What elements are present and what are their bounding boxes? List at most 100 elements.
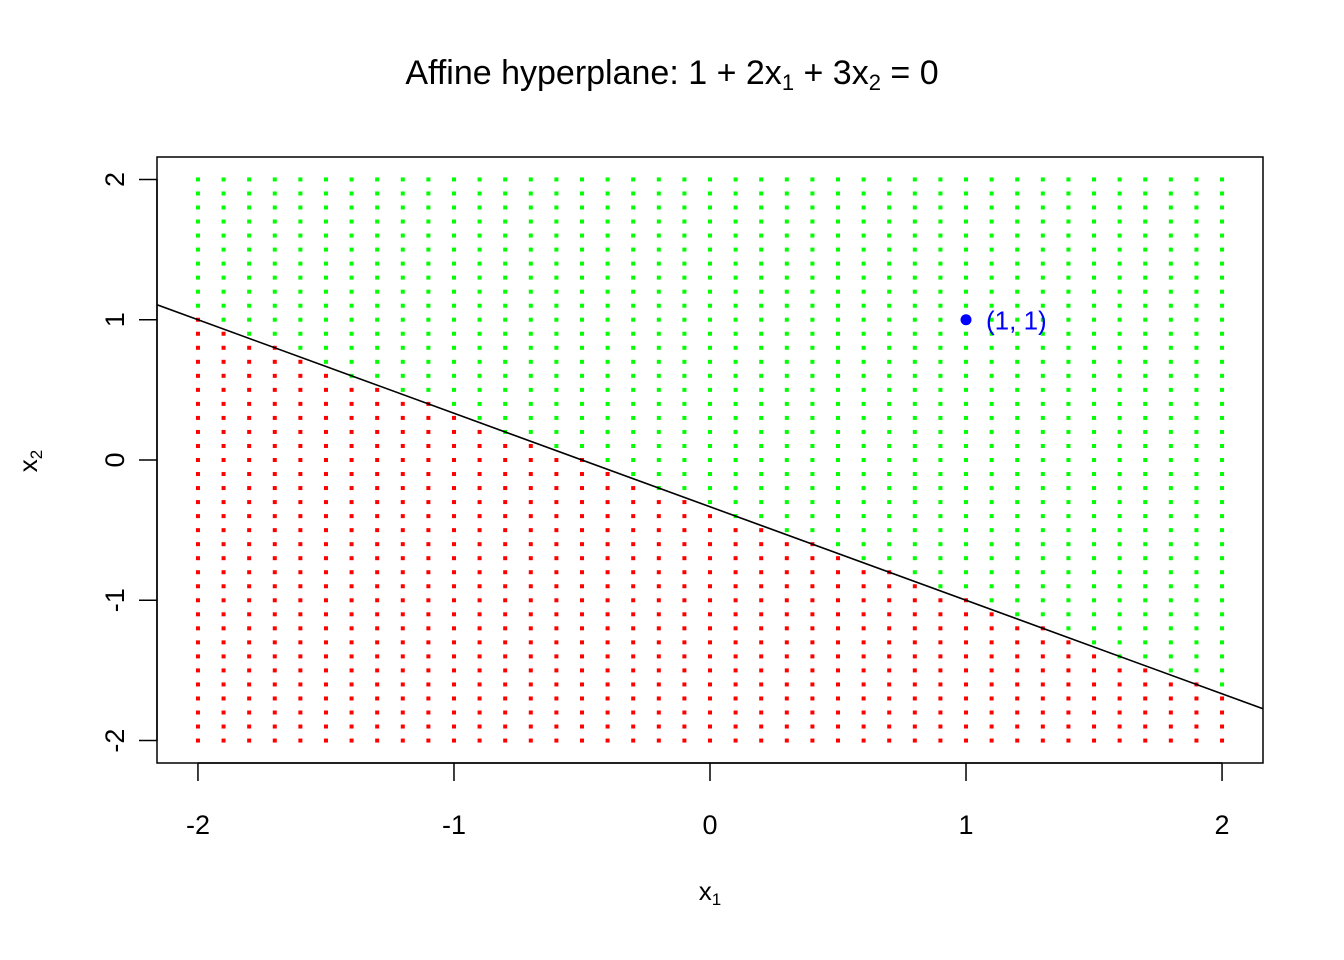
- negative-point: [708, 738, 712, 743]
- positive-point: [503, 359, 508, 364]
- positive-point: [682, 191, 687, 196]
- negative-point: [349, 443, 354, 448]
- positive-point: [1143, 626, 1148, 631]
- negative-point: [426, 500, 431, 505]
- positive-point: [912, 387, 917, 392]
- positive-point: [1194, 528, 1199, 533]
- positive-point: [451, 289, 456, 294]
- positive-point: [887, 415, 892, 420]
- positive-point: [759, 387, 764, 392]
- positive-point: [1168, 429, 1173, 434]
- positive-point: [528, 191, 533, 196]
- negative-point: [1092, 696, 1097, 701]
- positive-point: [1092, 556, 1097, 561]
- negative-point: [554, 626, 559, 631]
- negative-point: [1040, 640, 1045, 645]
- positive-point: [1220, 500, 1225, 505]
- negative-point: [912, 612, 917, 617]
- negative-point: [784, 738, 789, 743]
- negative-point: [503, 696, 508, 701]
- negative-point: [195, 710, 200, 715]
- negative-point: [605, 654, 610, 659]
- negative-point: [247, 682, 252, 687]
- negative-point: [298, 570, 303, 575]
- positive-point: [1143, 303, 1148, 308]
- positive-point: [938, 317, 943, 322]
- positive-point: [733, 261, 738, 266]
- negative-point: [836, 640, 841, 645]
- positive-point: [1117, 261, 1122, 266]
- positive-point: [1194, 289, 1199, 294]
- positive-point: [1220, 289, 1225, 294]
- negative-point: [1040, 654, 1045, 659]
- positive-point: [323, 317, 328, 322]
- negative-point: [298, 724, 303, 729]
- positive-point: [708, 401, 712, 406]
- positive-point: [554, 359, 559, 364]
- negative-point: [247, 345, 252, 350]
- negative-point: [195, 612, 200, 617]
- positive-point: [451, 261, 456, 266]
- negative-point: [195, 738, 200, 743]
- positive-point: [528, 317, 533, 322]
- positive-point: [682, 275, 687, 280]
- positive-point: [1143, 542, 1148, 547]
- positive-point: [631, 429, 636, 434]
- positive-point: [579, 429, 584, 434]
- negative-point: [554, 696, 559, 701]
- negative-point: [426, 724, 431, 729]
- positive-point: [554, 415, 559, 420]
- positive-point: [938, 401, 943, 406]
- positive-point: [836, 177, 841, 182]
- positive-point: [1117, 570, 1122, 575]
- positive-point: [938, 247, 943, 252]
- negative-point: [631, 724, 636, 729]
- positive-point: [349, 275, 354, 280]
- negative-point: [451, 542, 456, 547]
- positive-point: [1117, 528, 1122, 533]
- negative-point: [1066, 668, 1071, 673]
- negative-point: [554, 724, 559, 729]
- positive-point: [733, 233, 738, 238]
- positive-point: [528, 429, 533, 434]
- positive-point: [221, 275, 226, 280]
- negative-point: [323, 682, 328, 687]
- positive-point: [349, 177, 354, 182]
- positive-point: [784, 401, 789, 406]
- negative-point: [477, 542, 482, 547]
- positive-point: [836, 401, 841, 406]
- negative-point: [247, 584, 252, 589]
- positive-point: [810, 415, 815, 420]
- negative-point: [682, 584, 687, 589]
- positive-point: [1220, 443, 1225, 448]
- positive-point: [682, 261, 687, 266]
- positive-point: [810, 317, 815, 322]
- positive-point: [836, 303, 841, 308]
- positive-point: [1220, 359, 1225, 364]
- positive-point: [912, 191, 917, 196]
- negative-point: [579, 542, 584, 547]
- positive-point: [1015, 219, 1020, 224]
- negative-point: [964, 640, 969, 645]
- negative-point: [708, 710, 712, 715]
- positive-point: [477, 401, 482, 406]
- positive-point: [1117, 626, 1122, 631]
- positive-point: [1015, 303, 1020, 308]
- positive-point: [733, 247, 738, 252]
- positive-point: [426, 233, 431, 238]
- negative-point: [451, 458, 456, 462]
- positive-point: [1194, 387, 1199, 392]
- negative-point: [451, 682, 456, 687]
- negative-point: [195, 528, 200, 533]
- positive-point: [1117, 317, 1122, 322]
- negative-point: [579, 612, 584, 617]
- positive-point: [887, 500, 892, 505]
- positive-point: [579, 303, 584, 308]
- negative-point: [682, 682, 687, 687]
- positive-point: [887, 345, 892, 350]
- positive-point: [477, 415, 482, 420]
- positive-point: [1015, 233, 1020, 238]
- positive-point: [1066, 429, 1071, 434]
- negative-point: [400, 415, 405, 420]
- positive-point: [605, 415, 610, 420]
